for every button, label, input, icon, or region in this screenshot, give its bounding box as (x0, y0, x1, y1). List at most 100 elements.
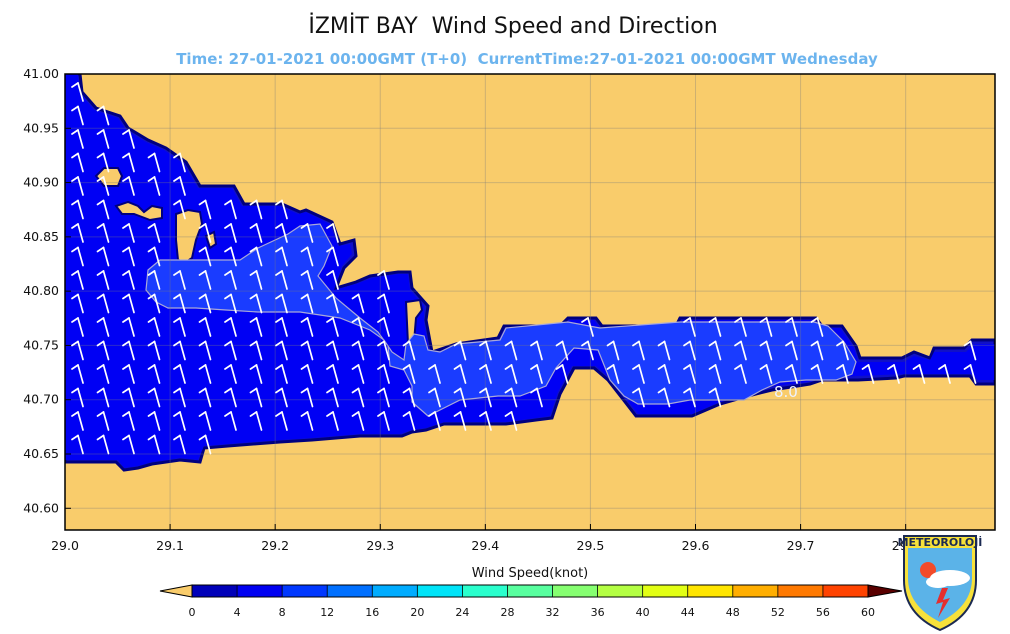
wind-barb (632, 387, 645, 408)
y-tick-label-1: 40.95 (23, 120, 59, 135)
wind-barb (326, 317, 339, 337)
wind-barb (326, 387, 339, 408)
wind-barb (96, 199, 110, 220)
wind-barb (326, 270, 339, 290)
wind-barb (377, 387, 390, 408)
wind-barb (530, 364, 543, 384)
wind-barb (249, 411, 263, 431)
wind-barb (71, 176, 84, 196)
wind-barb (96, 176, 110, 196)
wind-barb (326, 246, 339, 267)
wind-barb (300, 387, 314, 408)
chart-title: İZMİT BAY Wind Speed and Direction (308, 14, 718, 39)
wind-barb (198, 387, 212, 408)
wind-barb (173, 270, 186, 290)
wind-barb (300, 411, 314, 431)
x-tick-label-4: 29.4 (471, 538, 499, 553)
wind-barb (173, 340, 186, 361)
y-tick-label-0: 41.00 (23, 66, 59, 81)
wind-barb (71, 317, 84, 337)
wind-barb (224, 411, 237, 431)
wind-barb (428, 387, 441, 408)
wind-barb (479, 340, 492, 361)
wind-barb (96, 270, 110, 290)
wind-barb (377, 293, 390, 314)
wind-barb (198, 317, 212, 337)
colorbar-tick-label-6: 24 (455, 606, 469, 619)
wind-barb (581, 317, 594, 337)
wind-barb (173, 293, 186, 314)
x-tick-label-3: 29.3 (366, 538, 394, 553)
wind-barb (683, 364, 696, 384)
wind-barb (351, 340, 365, 361)
colorbar-segment-2 (282, 585, 328, 597)
wind-barb (96, 411, 110, 431)
wind-barb (71, 82, 84, 102)
wind-barb (122, 340, 135, 361)
chart-subtitle: Time: 27-01-2021 00:00GMT (T+0) CurrentT… (176, 50, 878, 68)
wind-barb (759, 317, 773, 337)
y-tick-label-2: 40.90 (23, 175, 59, 190)
wind-barb (351, 293, 365, 314)
colorbar-segment-4 (372, 585, 418, 597)
wind-barb (96, 105, 110, 126)
wind-barb (275, 340, 288, 361)
wind-barb (122, 387, 135, 408)
wind-barb (173, 387, 186, 408)
wind-barb (249, 364, 263, 384)
wind-barb (326, 293, 339, 314)
wind-barb (198, 434, 212, 455)
wind-barb (224, 270, 237, 290)
wind-barb (173, 152, 186, 173)
wind-barb (657, 364, 671, 384)
y-tick-label-3: 40.85 (23, 229, 59, 244)
colorbar-tick-label-8: 32 (546, 606, 560, 619)
colorbar-segment-12 (732, 585, 779, 597)
wind-barb (555, 364, 569, 384)
colorbar-tick-label-7: 28 (500, 606, 514, 619)
wind-barb (147, 293, 161, 314)
wind-barb (734, 317, 747, 337)
wind-barb (96, 434, 110, 455)
wind-barb (300, 270, 314, 290)
wind-barb (581, 340, 594, 361)
colorbar-tick-label-15: 60 (861, 606, 875, 619)
wind-barbs (71, 82, 977, 455)
wind-barb (351, 387, 365, 408)
wind-barb (402, 364, 416, 384)
colorbar-segment-7 (507, 585, 554, 597)
x-tick-label-0: 29.0 (51, 538, 79, 553)
wind-barb (224, 223, 237, 243)
colorbar-tick-label-3: 12 (320, 606, 334, 619)
wind-barb (708, 364, 722, 384)
wind-barb (198, 270, 212, 290)
wind-barb (861, 364, 875, 384)
wind-barb (249, 223, 263, 243)
wind-barb (606, 364, 620, 384)
map-area: 8.0 (65, 74, 995, 530)
wind-barb (683, 340, 696, 361)
wind-barb (683, 317, 696, 337)
wind-barb (122, 270, 135, 290)
wind-barb (147, 364, 161, 384)
wind-barb (249, 199, 263, 220)
colorbar-segment-11 (687, 585, 734, 597)
wind-barb (938, 364, 951, 384)
wind-barb (71, 105, 84, 126)
wind-barb (657, 340, 671, 361)
wind-barb (198, 199, 212, 220)
wind-barb (173, 364, 186, 384)
wind-barb (249, 246, 263, 267)
wind-barb (173, 317, 186, 337)
wind-barb (708, 317, 722, 337)
wind-barb (453, 411, 467, 431)
wind-barb (249, 270, 263, 290)
wind-barb (734, 364, 747, 384)
colorbar-segment-1 (237, 585, 283, 597)
wind-barb (122, 317, 135, 337)
wind-barb (275, 246, 288, 267)
colorbar-tick-label-9: 36 (591, 606, 605, 619)
logo-wordmark: METEOROLOJİ (898, 535, 983, 549)
wind-barb (683, 387, 696, 408)
y-tick-label-6: 40.70 (23, 392, 59, 407)
